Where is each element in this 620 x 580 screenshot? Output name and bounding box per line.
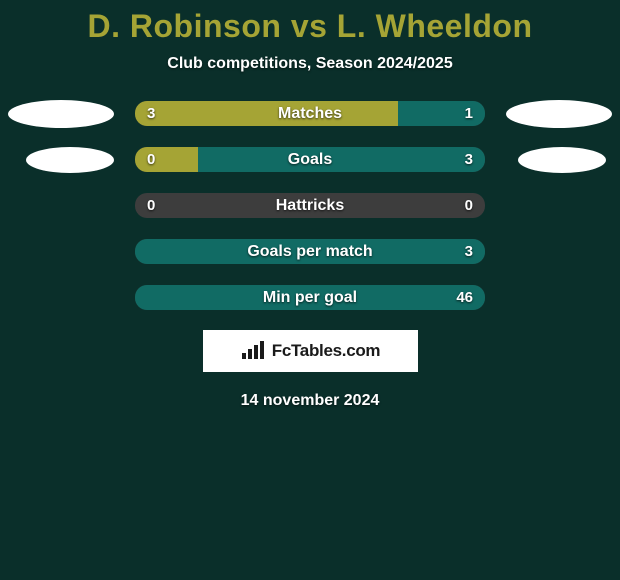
- stat-value-left: 0: [147, 193, 155, 218]
- stat-value-right: 3: [465, 239, 473, 264]
- stat-row-min-per-goal: 46 Min per goal: [0, 285, 620, 310]
- stat-value-left: 0: [147, 147, 155, 172]
- stat-value-right: 1: [465, 101, 473, 126]
- stat-row-goals-per-match: 3 Goals per match: [0, 239, 620, 264]
- bar-segment-right: [198, 147, 485, 172]
- avatar-right-placeholder: [506, 100, 612, 128]
- stat-bar: 3 Goals per match: [135, 239, 485, 264]
- stat-bar: 0 0 Hattricks: [135, 193, 485, 218]
- source-badge-text: FcTables.com: [272, 341, 381, 361]
- footer: FcTables.com 14 november 2024: [0, 330, 620, 410]
- stat-label: Hattricks: [135, 193, 485, 218]
- bar-segment-right: [135, 239, 485, 264]
- stat-value-right: 0: [465, 193, 473, 218]
- stat-row-hattricks: 0 0 Hattricks: [0, 193, 620, 218]
- source-badge: FcTables.com: [203, 330, 418, 372]
- bar-segment-right: [135, 285, 485, 310]
- date-text: 14 november 2024: [241, 392, 380, 410]
- stat-row-matches: 3 1 Matches: [0, 101, 620, 126]
- page-subtitle: Club competitions, Season 2024/2025: [0, 55, 620, 73]
- stat-row-goals: 0 3 Goals: [0, 147, 620, 172]
- stat-value-left: 3: [147, 101, 155, 126]
- bars-icon: [240, 341, 268, 361]
- stat-bar: 46 Min per goal: [135, 285, 485, 310]
- page-title: D. Robinson vs L. Wheeldon: [0, 0, 620, 45]
- stat-bar: 3 1 Matches: [135, 101, 485, 126]
- stat-bar: 0 3 Goals: [135, 147, 485, 172]
- bar-segment-left: [135, 147, 198, 172]
- avatar-left-placeholder: [8, 100, 114, 128]
- stat-value-right: 46: [456, 285, 473, 310]
- stat-rows: 3 1 Matches 0 3 Goals 0 0 Hat: [0, 101, 620, 310]
- bar-segment-left: [135, 101, 398, 126]
- avatar-left-placeholder: [26, 147, 114, 173]
- avatar-right-placeholder: [518, 147, 606, 173]
- stat-value-right: 3: [465, 147, 473, 172]
- comparison-infographic: D. Robinson vs L. Wheeldon Club competit…: [0, 0, 620, 580]
